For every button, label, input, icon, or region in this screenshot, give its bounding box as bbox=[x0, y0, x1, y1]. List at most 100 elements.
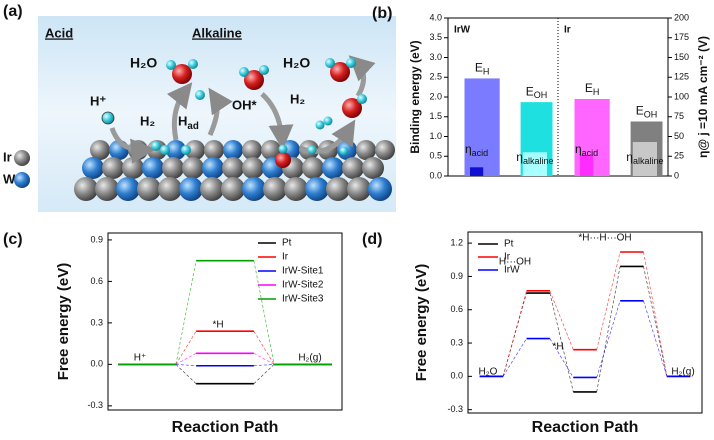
y2-tick-label: 0 bbox=[674, 170, 679, 180]
proton bbox=[101, 111, 115, 125]
legend-label: IrW bbox=[504, 265, 520, 276]
hydrogen bbox=[346, 58, 356, 68]
y2-tick-label: 125 bbox=[674, 72, 689, 82]
arrow bbox=[109, 127, 156, 164]
ir-atom bbox=[362, 157, 384, 179]
arrows bbox=[109, 55, 376, 164]
connector bbox=[175, 260, 197, 365]
hydrogen bbox=[188, 59, 198, 69]
connector bbox=[549, 338, 574, 378]
label: H₂O bbox=[283, 55, 310, 71]
ir-atom bbox=[302, 157, 324, 179]
connector bbox=[253, 352, 275, 365]
y-tick-label: 0.9 bbox=[90, 234, 103, 244]
step-label: H₂(g) bbox=[298, 353, 321, 364]
hydrogen bbox=[259, 65, 269, 75]
y2-tick-label: 50 bbox=[674, 131, 684, 141]
step-label: H⁺ bbox=[134, 353, 147, 364]
x-axis-title: Reaction Path bbox=[532, 419, 639, 436]
y-tick-label: 0.0 bbox=[450, 371, 463, 381]
connector bbox=[549, 292, 574, 392]
connector bbox=[175, 364, 197, 384]
y-axis-title: Free energy (eV) bbox=[413, 264, 430, 382]
y-tick-label: 2.5 bbox=[429, 72, 442, 82]
hydrogen bbox=[357, 94, 367, 104]
label: W bbox=[3, 171, 16, 186]
ir-atom bbox=[222, 157, 244, 179]
oxygen bbox=[342, 98, 362, 118]
ir-atom bbox=[204, 140, 224, 160]
ir-atom bbox=[95, 177, 119, 201]
y2-axis-title: η@ j =10 mA cm⁻² (V) bbox=[696, 36, 710, 158]
ir-atom bbox=[375, 140, 395, 160]
connector bbox=[596, 300, 621, 378]
legend-w bbox=[14, 172, 30, 188]
bar-label: EOH bbox=[526, 84, 548, 100]
ir-atom bbox=[347, 177, 371, 201]
legend-ir bbox=[14, 150, 30, 166]
plot-frame bbox=[467, 231, 703, 414]
y2-tick-label: 25 bbox=[674, 151, 684, 161]
y-tick-label: 1.2 bbox=[450, 237, 463, 247]
ir-atom bbox=[137, 177, 161, 201]
ir-atom bbox=[182, 157, 204, 179]
label: H₂ bbox=[290, 91, 305, 106]
y2-tick-label: 100 bbox=[674, 91, 689, 101]
w-atom bbox=[166, 140, 186, 160]
w-atom bbox=[223, 140, 243, 160]
w-atom bbox=[242, 177, 266, 201]
y-tick-label: -0.3 bbox=[87, 400, 103, 410]
connector bbox=[253, 260, 275, 365]
oxygen bbox=[330, 62, 350, 82]
w-atom bbox=[142, 157, 164, 179]
bar bbox=[632, 142, 657, 176]
connector bbox=[175, 330, 197, 365]
ir-atom bbox=[356, 140, 376, 160]
connector bbox=[175, 364, 197, 367]
oxygen bbox=[275, 152, 291, 168]
y-tick-label: 4.0 bbox=[429, 12, 442, 22]
legend-label: Pt bbox=[504, 239, 514, 250]
hydrogen bbox=[307, 145, 317, 155]
legend-label: IrW-Site2 bbox=[282, 280, 324, 291]
y-tick-label: 0.3 bbox=[90, 317, 103, 327]
illustration: (a) Acid Alkaline H₂O H⁺ H₂ Had OH* H₂O … bbox=[3, 3, 396, 212]
connector bbox=[502, 290, 527, 377]
y-tick-label: 0.0 bbox=[429, 170, 442, 180]
hydrogen bbox=[339, 146, 349, 156]
ir-atom bbox=[185, 140, 205, 160]
legend-label: IrW-Site3 bbox=[282, 294, 324, 305]
y-tick-label: 1.0 bbox=[429, 131, 442, 141]
hydrogen bbox=[323, 116, 333, 126]
surface bbox=[74, 140, 395, 201]
w-atom bbox=[305, 177, 329, 201]
bar-label: EH bbox=[585, 81, 600, 97]
connector bbox=[596, 251, 621, 350]
connector bbox=[502, 292, 527, 377]
hydrogen bbox=[166, 60, 176, 70]
label: Ir bbox=[3, 149, 12, 164]
plot-frame bbox=[107, 232, 343, 411]
step-label: *H···H···OH bbox=[578, 233, 631, 244]
hydrogen bbox=[160, 145, 170, 155]
bar-label: EOH bbox=[636, 104, 658, 120]
legend-label: Ir bbox=[504, 252, 511, 263]
connector bbox=[175, 352, 197, 365]
ir-atom bbox=[102, 157, 124, 179]
y2-tick-label: 200 bbox=[674, 12, 689, 22]
step-label: H₂(g) bbox=[671, 367, 694, 378]
legend-label: Pt bbox=[282, 238, 292, 249]
hydrogen bbox=[278, 144, 288, 154]
ir-atom bbox=[326, 177, 350, 201]
bar bbox=[470, 167, 484, 176]
label: H⁺ bbox=[90, 93, 106, 108]
category-label: Ir bbox=[564, 25, 571, 36]
y-tick-label: 1.5 bbox=[429, 111, 442, 121]
ir-atom bbox=[90, 140, 110, 160]
bar bbox=[522, 152, 547, 176]
y2-tick-label: 175 bbox=[674, 32, 689, 42]
y-axis-title: Binding energy (eV) bbox=[408, 40, 422, 153]
y-axis-title: Free energy (eV) bbox=[55, 263, 72, 381]
y-tick-label: -0.3 bbox=[447, 404, 463, 414]
hydrogen bbox=[325, 58, 335, 68]
